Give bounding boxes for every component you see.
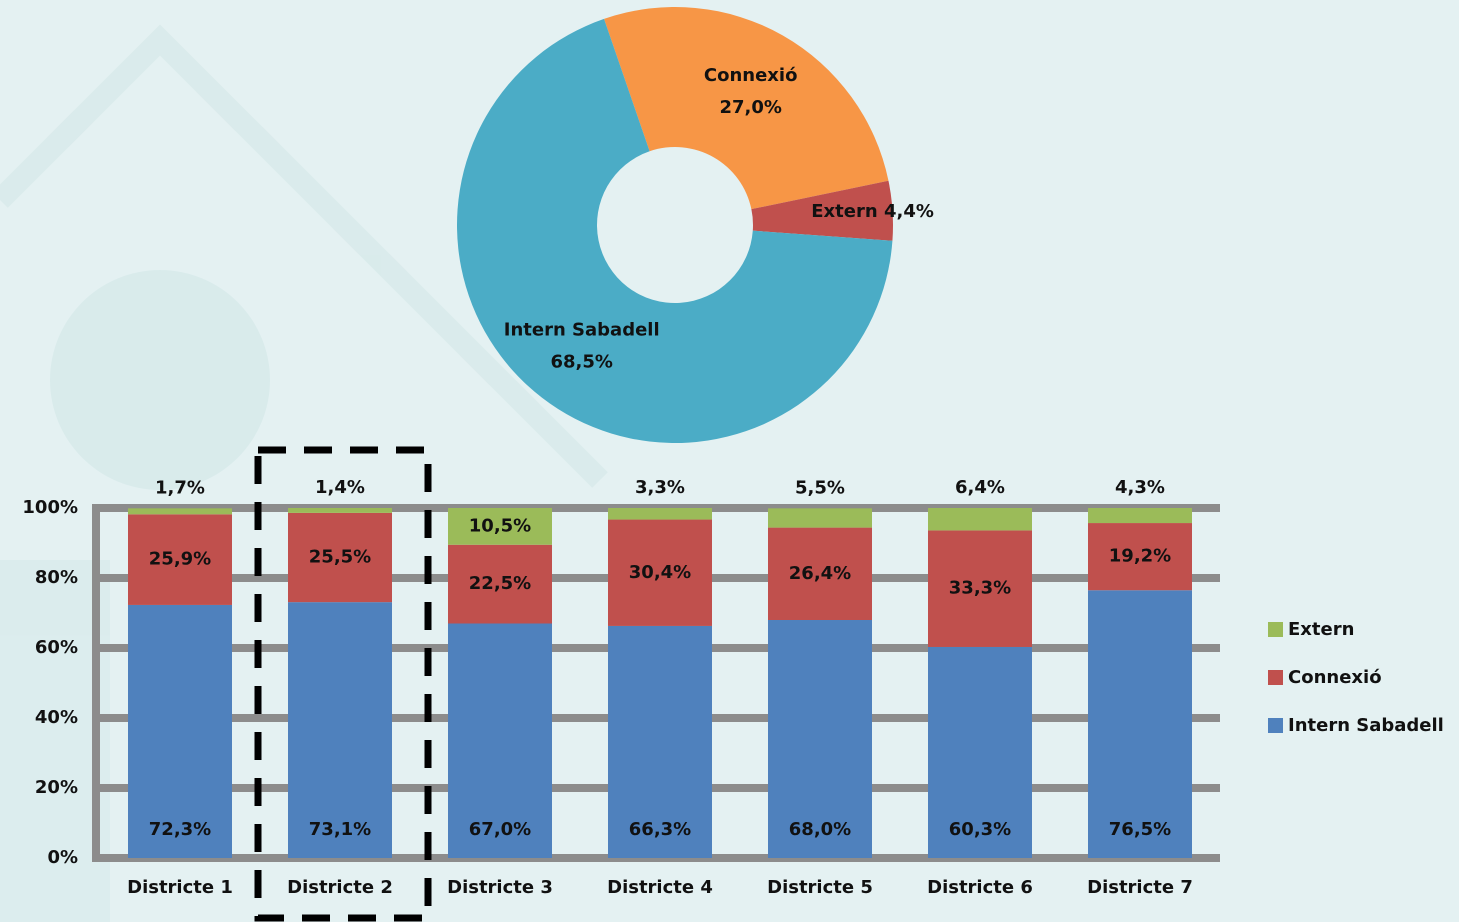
bar-segment — [1088, 523, 1192, 591]
bar-segment — [768, 527, 872, 620]
legend-swatch — [1268, 622, 1283, 637]
data-label: 66,3% — [629, 819, 691, 840]
bar-segment — [128, 514, 232, 605]
data-label: 1,4% — [315, 477, 365, 498]
data-label: 4,3% — [1115, 477, 1165, 498]
legend-swatch — [1268, 718, 1283, 733]
bar-segment — [1088, 590, 1192, 858]
donut-slice — [751, 180, 893, 241]
data-label: 6,4% — [955, 477, 1005, 498]
slice-value: 27,0% — [719, 97, 781, 118]
data-label: 67,0% — [469, 819, 531, 840]
legend-swatch — [1268, 670, 1283, 685]
bar-segment — [288, 602, 392, 858]
data-label: 10,5% — [469, 515, 531, 536]
bar-segment — [928, 530, 1032, 647]
slice-category: Intern Sabadell — [504, 319, 660, 340]
bar-segment — [448, 544, 552, 624]
slice-category: Connexió — [704, 65, 798, 86]
data-label: 26,4% — [789, 563, 851, 584]
bar-segment — [768, 620, 872, 858]
data-label: 72,3% — [149, 819, 211, 840]
data-label: 3,3% — [635, 477, 685, 498]
slice-label: Extern 4,4% — [811, 201, 934, 222]
data-label: 25,5% — [309, 547, 371, 568]
y-tick-label: 0% — [47, 847, 78, 868]
x-tick-label: Districte 4 — [607, 877, 713, 898]
x-tick-label: Districte 7 — [1087, 877, 1193, 898]
data-label: 33,3% — [949, 578, 1011, 599]
data-label: 22,5% — [469, 573, 531, 594]
bar-segment — [128, 604, 232, 858]
data-label: 5,5% — [795, 477, 845, 498]
donut-slice — [604, 6, 889, 210]
slice-value: 68,5% — [550, 351, 612, 372]
bar-segment — [608, 508, 712, 520]
y-tick-label: 60% — [35, 637, 78, 658]
x-tick-label: Districte 3 — [447, 877, 553, 898]
legend-label: Extern — [1288, 619, 1354, 640]
slice-category: Extern — [811, 201, 877, 222]
x-tick-label: Districte 2 — [287, 877, 393, 898]
bar-segment — [1088, 508, 1192, 524]
data-label: 19,2% — [1109, 546, 1171, 567]
x-tick-label: Districte 1 — [127, 877, 233, 898]
data-label: 25,9% — [149, 549, 211, 570]
donut-slice — [456, 18, 893, 443]
data-label: 60,3% — [949, 819, 1011, 840]
bar-segment — [288, 512, 392, 603]
legend-label: Intern Sabadell — [1288, 715, 1444, 736]
watermark — [0, 24, 608, 922]
y-tick-label: 20% — [35, 777, 78, 798]
bar-segment — [608, 519, 712, 626]
x-tick-label: Districte 6 — [927, 877, 1033, 898]
bar-segment — [928, 646, 1032, 858]
bar-segment — [928, 508, 1032, 531]
bar-segment — [448, 623, 552, 858]
data-label: 76,5% — [1109, 819, 1171, 840]
y-tick-label: 80% — [35, 567, 78, 588]
y-tick-label: 40% — [35, 707, 78, 728]
bar-segment — [448, 508, 552, 545]
bar-segment — [288, 508, 392, 513]
y-tick-label: 100% — [22, 497, 78, 518]
bar-segment — [128, 508, 232, 515]
data-label: 1,7% — [155, 477, 205, 498]
data-label: 73,1% — [309, 819, 371, 840]
x-tick-label: Districte 5 — [767, 877, 873, 898]
data-label: 30,4% — [629, 562, 691, 583]
slice-value: 4,4% — [884, 201, 934, 222]
bar-segment — [768, 508, 872, 528]
data-label: 68,0% — [789, 819, 851, 840]
legend-label: Connexió — [1288, 667, 1382, 688]
bar-segment — [608, 625, 712, 858]
